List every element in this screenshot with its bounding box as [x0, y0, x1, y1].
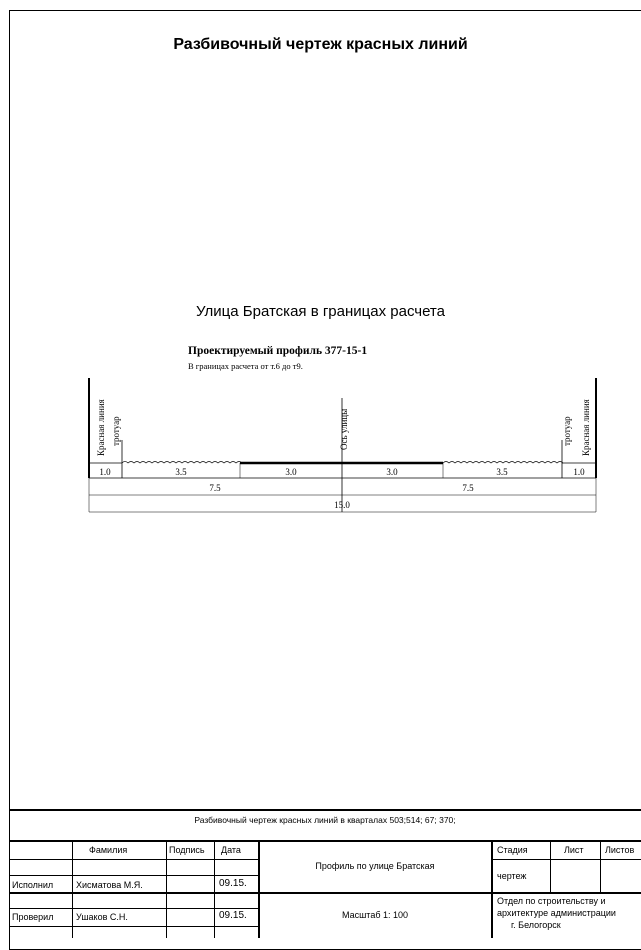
header-surname: Фамилия — [89, 845, 128, 855]
dim-4: 3.0 — [386, 467, 398, 477]
dim-half-right: 7.5 — [462, 483, 474, 493]
role-executor: Исполнил — [12, 880, 54, 890]
checker-date: 09.15. — [219, 910, 247, 921]
header-date: Дата — [221, 845, 241, 855]
label-axis: Ось улицы — [339, 409, 349, 450]
dim-5: 3.5 — [496, 467, 508, 477]
profile-range: В границах расчета от т.6 до т9. — [188, 361, 303, 371]
dim-3: 3.0 — [285, 467, 297, 477]
executor-name: Хисматова М.Я. — [76, 880, 143, 890]
checker-name: Ушаков С.Н. — [76, 912, 128, 922]
dim-1: 1.0 — [99, 467, 111, 477]
dim-2: 3.5 — [175, 467, 187, 477]
organization-line-2: архитектуре администрации — [497, 908, 616, 918]
lawn-right — [442, 461, 564, 464]
label-red-line-right: Красная линия — [581, 399, 591, 456]
dim-half-left: 7.5 — [209, 483, 221, 493]
title-block-drawing-title: Разбивочный чертеж красных линий в кварт… — [194, 815, 456, 825]
label-red-line-left: Красная линия — [96, 399, 106, 456]
stage-value: чертеж — [497, 871, 527, 881]
sheet-header: Лист — [564, 845, 584, 855]
label-sidewalk-left: тротуар — [111, 416, 121, 446]
label-sidewalk-right: тротуар — [562, 416, 572, 446]
sheet-name: Профиль по улице Братская — [315, 861, 435, 871]
drawing-title: Разбивочный чертеж красных линий — [173, 36, 468, 53]
street-title: Улица Братская в границах расчета — [196, 303, 445, 320]
dim-total: 15.0 — [334, 500, 350, 510]
profile-heading: Проектируемый профиль 377-15-1 — [188, 345, 368, 357]
role-checker: Проверил — [12, 912, 54, 922]
lawn-left — [121, 461, 243, 464]
organization-line-1: Отдел по строительству и — [497, 896, 606, 906]
organization-line-3: г. Белогорск — [511, 920, 561, 930]
stage-header: Стадия — [497, 845, 528, 855]
sheets-header: Листов — [605, 845, 635, 855]
header-signature: Подпись — [169, 845, 205, 855]
executor-date: 09.15. — [219, 878, 247, 889]
scale: Масштаб 1: 100 — [341, 910, 409, 920]
dim-6: 1.0 — [573, 467, 585, 477]
